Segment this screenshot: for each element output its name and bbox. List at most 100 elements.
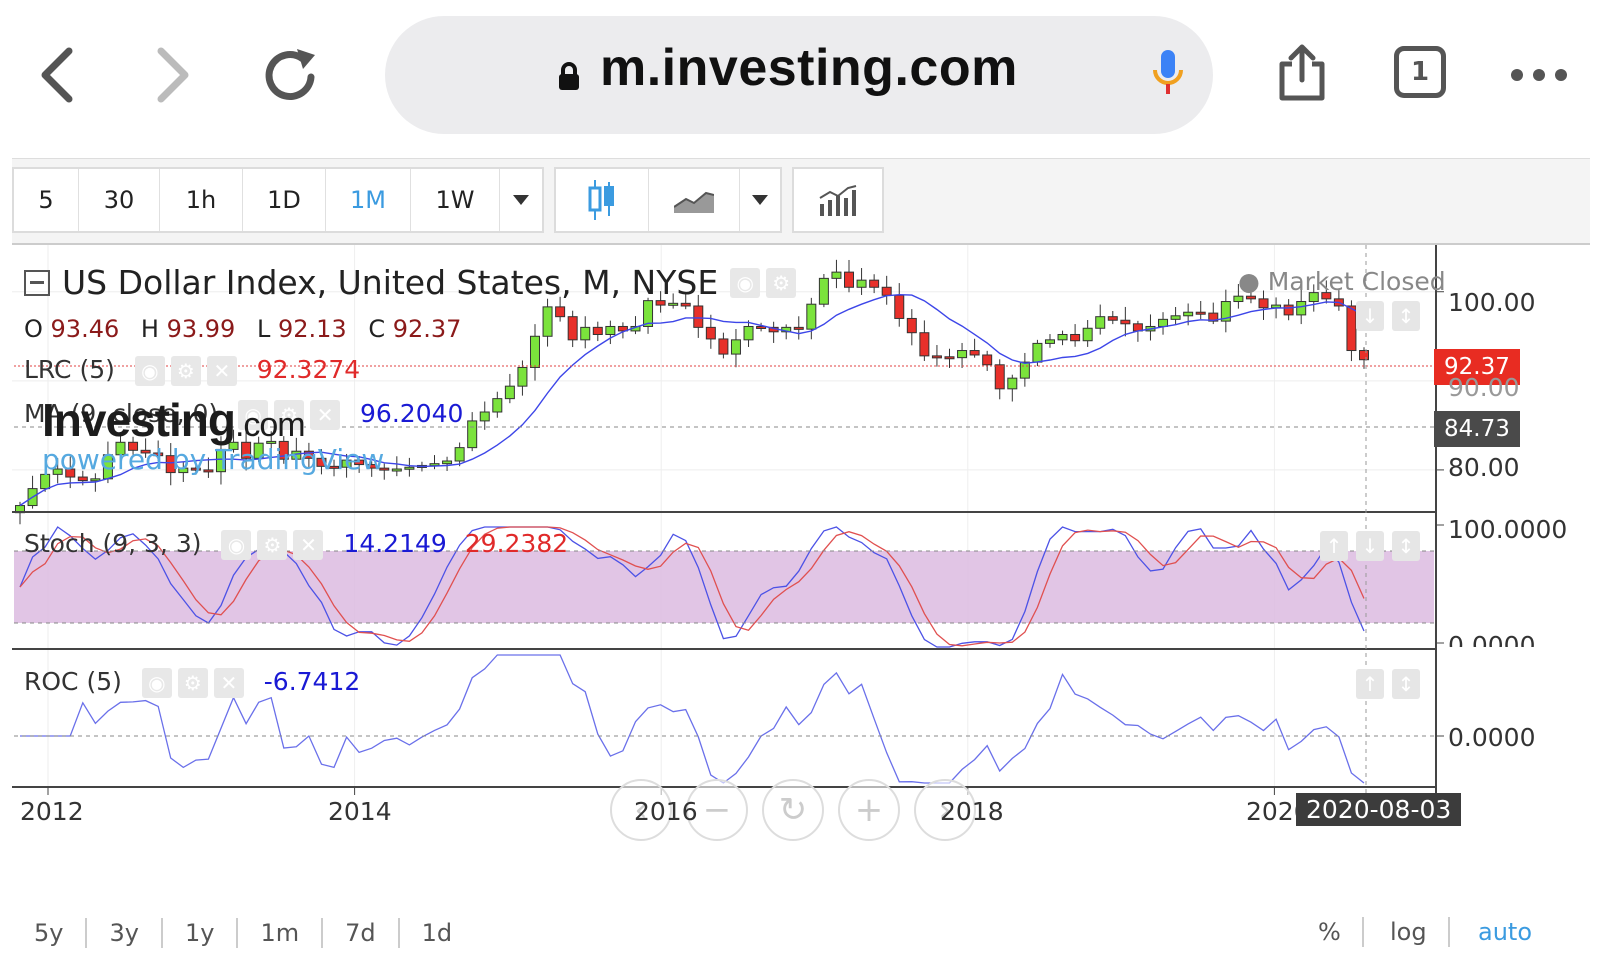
scroll-right-button[interactable]: › [914, 779, 976, 841]
interval-5[interactable]: 5 [14, 169, 79, 231]
area-chart-icon [674, 191, 714, 213]
chart-type-dropdown[interactable] [740, 169, 780, 231]
candle-down [354, 459, 365, 466]
candle-down [931, 355, 942, 359]
interval-1m[interactable]: 1M [326, 169, 411, 231]
back-button[interactable] [22, 35, 92, 115]
range-3y[interactable]: 3y [87, 918, 163, 948]
interval-group: 5 30 1h 1D 1M 1W [12, 167, 544, 233]
range-1d[interactable]: 1d [421, 919, 453, 947]
candle-up [90, 478, 101, 482]
interval-1w[interactable]: 1W [411, 169, 500, 231]
chart-area[interactable]: US Dollar Index, United States, M, NYSE … [12, 243, 1590, 948]
candle-up [1032, 342, 1043, 363]
candle-up [1095, 316, 1106, 329]
candle-up [529, 335, 540, 368]
interval-1d[interactable]: 1D [243, 169, 326, 231]
forward-button[interactable] [138, 35, 208, 115]
eye-icon[interactable]: ◉ [238, 400, 269, 430]
mic-icon[interactable] [1150, 48, 1186, 98]
arrow-down-icon[interactable]: ↓ [1356, 531, 1384, 561]
candle-up [442, 460, 453, 465]
arrow-up-icon[interactable]: ↑ [1320, 531, 1348, 561]
chevron-down-icon [513, 195, 529, 205]
interval-30[interactable]: 30 [79, 169, 160, 231]
reload-button[interactable] [256, 35, 326, 115]
stoch-k-line [19, 526, 1365, 648]
close-icon[interactable]: ✕ [213, 668, 244, 698]
range-7d[interactable]: 7d [323, 918, 400, 948]
forward-icon [157, 47, 189, 103]
candle-down [140, 449, 151, 454]
log-scale-button[interactable]: log [1390, 918, 1427, 946]
candle-down [65, 468, 76, 478]
candle-up [1019, 361, 1030, 379]
zoom-in-button[interactable]: + [838, 779, 900, 841]
candle-down [1258, 298, 1269, 309]
roc-panel-arrows: ↑ ↕ [1356, 669, 1420, 699]
candle-up [1158, 318, 1169, 327]
stoch-band [14, 551, 1434, 623]
eye-icon[interactable]: ◉ [221, 530, 252, 560]
market-status: ● Market Closed [1238, 267, 1446, 296]
candle-up [1007, 377, 1018, 390]
auto-scale-button[interactable]: auto [1478, 918, 1533, 946]
chart-canvas[interactable] [12, 245, 1590, 805]
arrow-down-icon[interactable]: ↓ [1356, 301, 1384, 331]
gear-icon[interactable]: ⚙ [274, 400, 305, 430]
candle-up [1170, 315, 1181, 320]
address-bar[interactable] [385, 16, 1213, 134]
line-chart-button[interactable] [649, 169, 740, 231]
arrow-up-icon[interactable]: ↑ [1356, 669, 1384, 699]
candle-up [1044, 339, 1055, 344]
more-icon[interactable] [1510, 68, 1568, 82]
eye-icon[interactable]: ◉ [141, 668, 172, 698]
candle-up [115, 441, 126, 456]
eye-icon[interactable]: ◉ [134, 356, 165, 386]
indicators-button[interactable] [794, 169, 882, 231]
candle-down [165, 455, 176, 474]
candles-button[interactable] [556, 169, 649, 231]
scroll-left-button[interactable]: ‹ [610, 779, 672, 841]
symbol-title: US Dollar Index, United States, M, NYSE [62, 263, 719, 302]
candle-down [617, 325, 628, 332]
candle-up [454, 447, 465, 462]
expand-icon[interactable]: ↕ [1392, 301, 1420, 331]
percent-scale-button[interactable]: % [1318, 918, 1341, 946]
range-5y[interactable]: 5y [12, 918, 88, 948]
collapse-icon[interactable] [24, 269, 50, 296]
roc-value: -6.7412 [263, 667, 361, 696]
candle-up [730, 339, 741, 355]
candle-down [705, 326, 716, 340]
tabs-icon[interactable]: 1 [1394, 46, 1446, 98]
open-label: O [24, 315, 43, 343]
close-icon[interactable]: ✕ [293, 530, 324, 560]
interval-1h[interactable]: 1h [160, 169, 243, 231]
url-text[interactable]: m.investing.com [600, 39, 1018, 97]
share-icon[interactable] [1276, 44, 1328, 102]
candle-up [580, 326, 591, 341]
powered-by-tradingview: powered by TradingView [42, 443, 385, 476]
range-1y[interactable]: 1y [163, 918, 239, 948]
stoch-legend: Stoch (9, 3, 3) ◉ ⚙ ✕ 14.2149 29.2382 [24, 529, 568, 560]
candle-up [542, 306, 553, 337]
candle-up [215, 448, 226, 473]
close-icon[interactable]: ✕ [206, 356, 237, 386]
panel-arrows: ↓ ↕ [1356, 301, 1420, 331]
candle-down [894, 294, 905, 319]
close-label: C [368, 315, 386, 343]
expand-icon[interactable]: ↕ [1392, 669, 1420, 699]
gear-icon[interactable]: ⚙ [170, 356, 201, 386]
candle-down [241, 441, 252, 459]
eye-icon[interactable]: ◉ [730, 267, 761, 298]
interval-dropdown[interactable] [500, 169, 542, 231]
range-1m[interactable]: 1m [238, 918, 324, 948]
expand-icon[interactable]: ↕ [1392, 531, 1420, 561]
zoom-out-button[interactable]: − [686, 779, 748, 841]
gear-icon[interactable]: ⚙ [257, 530, 288, 560]
gear-icon[interactable]: ⚙ [766, 267, 797, 298]
reset-zoom-button[interactable]: ↻ [762, 779, 824, 841]
close-icon[interactable]: ✕ [310, 400, 341, 430]
gear-icon[interactable]: ⚙ [177, 668, 208, 698]
lrc-label: LRC (5) [24, 355, 115, 384]
